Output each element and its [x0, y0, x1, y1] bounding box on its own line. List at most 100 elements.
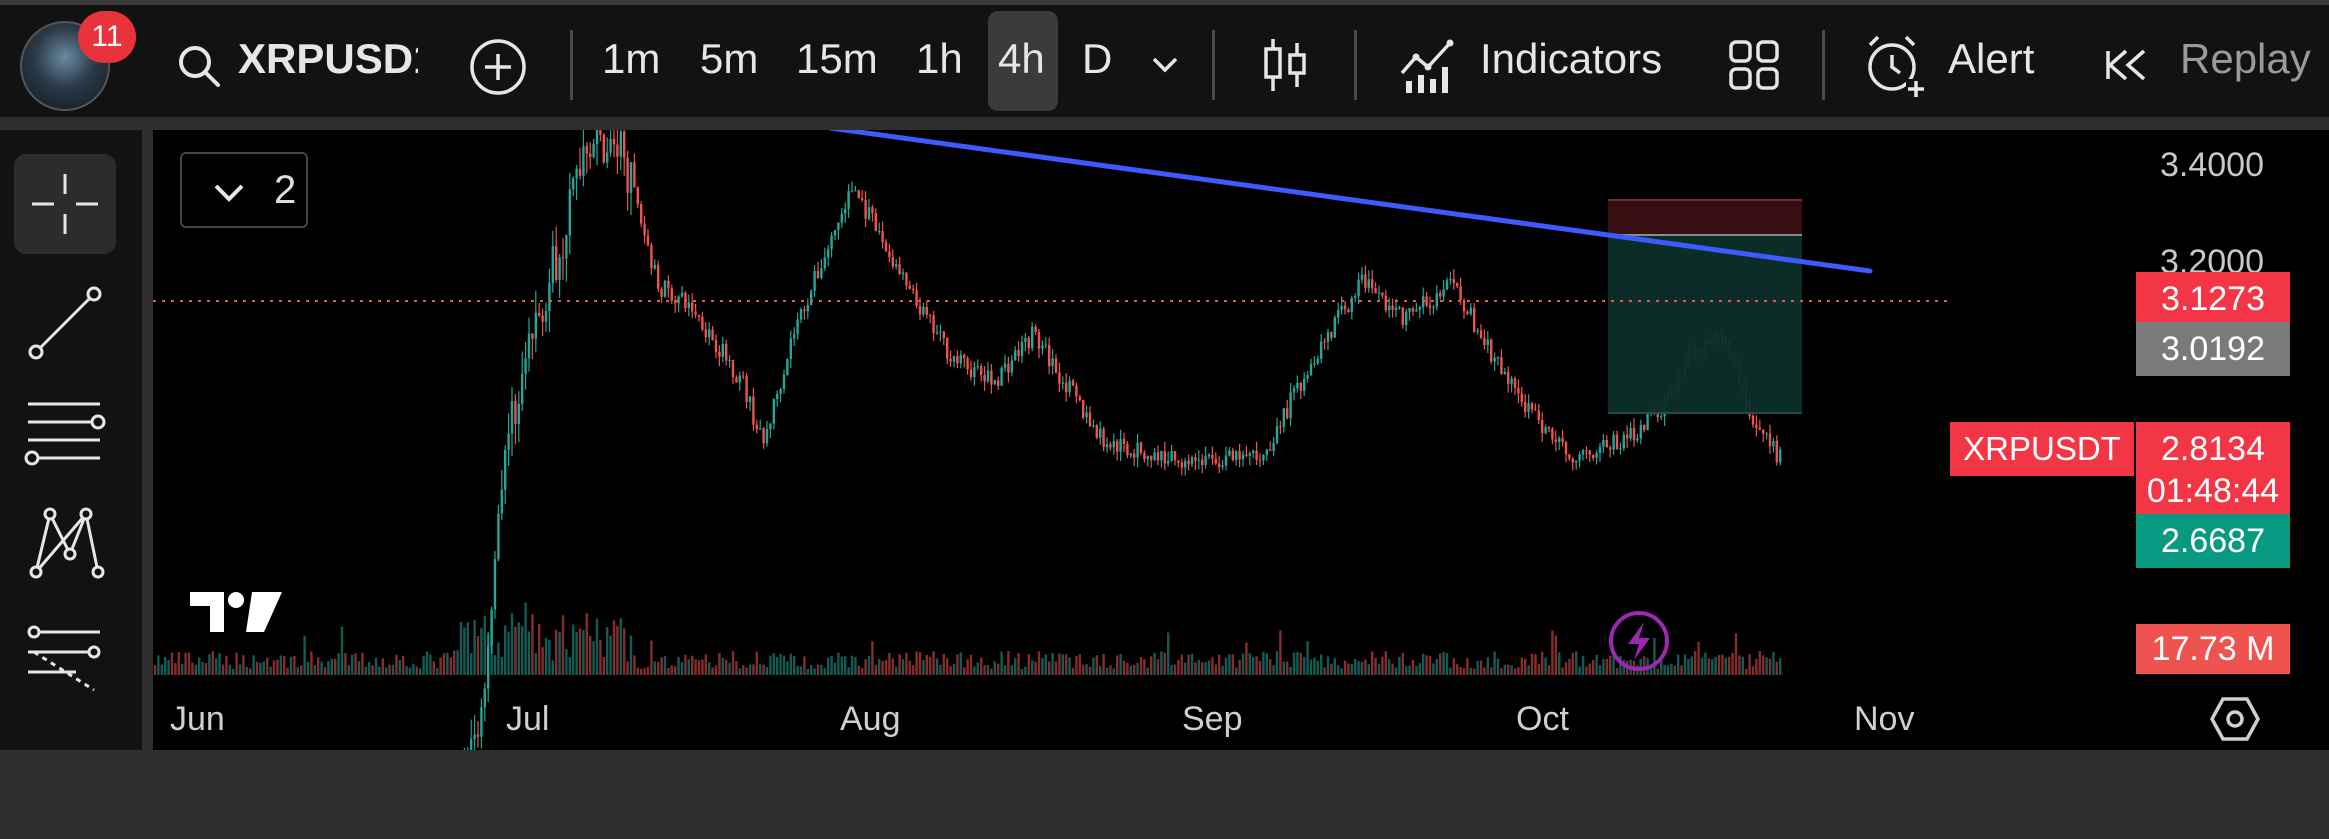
- grid-icon[interactable]: [1728, 39, 1780, 91]
- alert-button[interactable]: Alert: [1948, 35, 2035, 82]
- candle-body: [833, 230, 837, 236]
- volume-bar: [1466, 657, 1469, 675]
- volume-bar: [1204, 662, 1207, 675]
- lightning-icon[interactable]: [1606, 608, 1672, 674]
- volume-bar: [997, 663, 1000, 675]
- volume-bar: [867, 655, 871, 675]
- volume-bar: [684, 654, 687, 675]
- candle-body: [983, 374, 986, 382]
- volume-bar: [500, 656, 503, 675]
- volume-bar: [1578, 666, 1581, 675]
- candle-body: [973, 367, 976, 377]
- volume-bar: [823, 668, 826, 675]
- timeframe-d[interactable]: D: [1082, 35, 1113, 82]
- crosshair-tool[interactable]: [14, 154, 116, 254]
- volume-bar: [429, 654, 432, 675]
- alarm-clock-icon[interactable]: [1862, 33, 1928, 99]
- plus-circle-icon[interactable]: [468, 37, 528, 97]
- candle-body: [1160, 451, 1163, 461]
- candle-body: [1051, 358, 1054, 367]
- candle-body: [1571, 458, 1574, 463]
- candle-body: [1044, 344, 1047, 346]
- candlestick-icon[interactable]: [1260, 35, 1310, 95]
- candle-body: [1129, 453, 1132, 456]
- volume-bar: [1609, 655, 1612, 675]
- volume-bar: [623, 628, 626, 675]
- volume-bar: [157, 655, 160, 675]
- volume-bar: [510, 613, 514, 675]
- volume-bar: [854, 657, 857, 675]
- candle-body: [1354, 296, 1357, 298]
- settings-hex-icon[interactable]: [2210, 696, 2260, 742]
- volume-bar: [755, 651, 758, 675]
- volume-bar: [966, 659, 969, 675]
- volume-bar: [786, 661, 789, 675]
- timeframe-15m[interactable]: 15m: [796, 35, 878, 82]
- rewind-icon[interactable]: [2104, 47, 2150, 83]
- indicators-button[interactable]: Indicators: [1480, 35, 1663, 82]
- volume-bar: [1442, 651, 1445, 675]
- volume-bar: [850, 655, 854, 675]
- candle-body: [929, 314, 932, 316]
- volume-bar: [1622, 659, 1625, 675]
- volume-bar: [330, 658, 333, 675]
- volume-bar: [293, 655, 296, 675]
- candle-body: [1071, 380, 1075, 386]
- volume-bar: [1044, 654, 1047, 675]
- candle-body: [568, 189, 571, 236]
- volume-bar: [1190, 653, 1194, 675]
- candle-body: [1170, 451, 1173, 461]
- candle-body: [650, 245, 653, 269]
- x-axis-label: Aug: [840, 700, 901, 738]
- layer-counter[interactable]: 2: [180, 152, 308, 228]
- candle-body: [1139, 442, 1143, 453]
- timeframe-5m[interactable]: 5m: [700, 35, 759, 82]
- volume-bar: [1530, 653, 1534, 675]
- candle-body: [1636, 438, 1639, 441]
- volume-bar: [1473, 668, 1476, 675]
- prediction-tool[interactable]: [14, 608, 116, 708]
- candle-body: [1391, 305, 1394, 311]
- timeframe-1h[interactable]: 1h: [916, 35, 963, 82]
- indicators-icon[interactable]: [1398, 37, 1456, 95]
- volume-bar: [572, 624, 575, 675]
- trend-line-tool[interactable]: [14, 272, 116, 372]
- volume-bar: [932, 651, 935, 675]
- volume-bar: [1320, 654, 1323, 675]
- replay-button[interactable]: Replay: [2180, 35, 2311, 82]
- search-icon[interactable]: [176, 43, 222, 89]
- volume-bar: [1741, 656, 1744, 675]
- volume-bar: [1296, 651, 1299, 675]
- price-chart[interactable]: [153, 130, 2329, 750]
- volume-bar: [198, 657, 201, 675]
- volume-bar: [742, 665, 745, 675]
- candle-body: [1194, 457, 1197, 461]
- volume-bar: [1143, 659, 1146, 675]
- fib-retracement-tool[interactable]: [14, 382, 116, 482]
- timeframe-1m[interactable]: 1m: [602, 35, 661, 82]
- volume-bar: [980, 657, 983, 675]
- volume-bar: [1105, 667, 1109, 675]
- timeframe-4h[interactable]: 4h: [998, 35, 1045, 82]
- candle-body: [1350, 297, 1353, 313]
- candle-body: [1296, 382, 1299, 389]
- volume-bar: [1483, 667, 1486, 675]
- volume-bar: [402, 655, 405, 675]
- candle-body: [718, 352, 721, 357]
- volume-bar: [728, 662, 731, 675]
- candle-body: [1309, 364, 1313, 376]
- layer-count: 2: [274, 168, 297, 212]
- candle-body: [500, 489, 503, 514]
- symbol-search-input[interactable]: XRPUSD1: [238, 35, 418, 82]
- volume-bar: [405, 666, 408, 675]
- volume-bar: [888, 653, 891, 675]
- candle-body: [1136, 442, 1139, 458]
- candle-body: [480, 707, 483, 737]
- candle-body: [578, 168, 582, 176]
- candle-body: [1598, 446, 1602, 453]
- volume-bar: [170, 652, 174, 675]
- volume-bar: [374, 657, 378, 675]
- candle-body: [905, 272, 908, 286]
- pattern-tool[interactable]: [14, 492, 116, 592]
- chevron-down-icon[interactable]: [1150, 55, 1180, 75]
